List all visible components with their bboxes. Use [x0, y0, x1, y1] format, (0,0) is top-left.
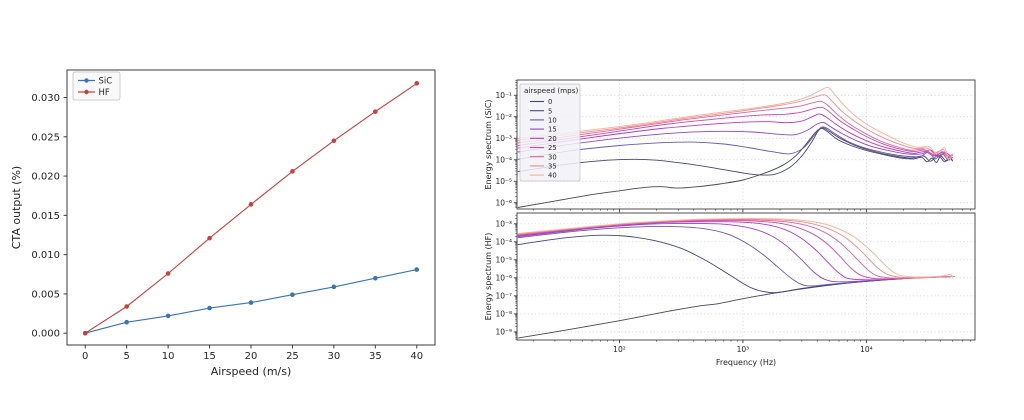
- spectrum-line-15: [517, 222, 955, 283]
- y-tick-label: 10⁻⁷: [495, 291, 512, 300]
- x-tick-label: 10: [162, 351, 175, 362]
- y-tick-label: 10⁻⁹: [495, 327, 512, 336]
- y-tick-label: 10⁻⁵: [495, 177, 512, 186]
- spectrum-line-25: [517, 220, 955, 280]
- legend-label-0: 0: [548, 98, 552, 106]
- y-tick-label: 10⁻²: [495, 112, 512, 121]
- legend-label-30: 30: [548, 153, 557, 161]
- data-point-SiC: [414, 267, 420, 272]
- data-point-SiC: [248, 300, 254, 305]
- legend-label-HF: HF: [99, 88, 110, 98]
- data-point-HF: [373, 109, 378, 114]
- data-point-SiC: [124, 319, 129, 325]
- x-tick-label: 0: [82, 351, 88, 362]
- data-point-HF: [82, 330, 88, 336]
- y-tick-label: 10⁻⁸: [495, 309, 512, 318]
- data-point-HF: [165, 271, 171, 276]
- y-tick-label: 10⁻⁴: [495, 155, 512, 164]
- y-axis-label: Energy spectrum (SiC): [484, 99, 493, 189]
- legend-box: [72, 71, 121, 101]
- cta-output-chart: 0 5 10 15 20 25 30 35 40 0.000 0.005 0.010 0.015 0.02…: [10, 69, 436, 378]
- data-point-HF: [124, 304, 129, 309]
- x-tick-label: 35: [369, 351, 382, 362]
- data-point-SiC: [165, 313, 171, 319]
- x-tick-label: 25: [286, 351, 299, 362]
- data-point-HF: [414, 81, 420, 86]
- y-tick-label: 0.005: [31, 289, 60, 300]
- legend-label-10: 10: [548, 117, 557, 125]
- y-tick-label: 10⁻⁶: [495, 273, 512, 282]
- y-tick-label: 0.015: [31, 211, 60, 222]
- legend-label-SiC: SiC: [99, 77, 113, 87]
- series-group: [517, 218, 955, 339]
- x-tick-label: 10⁴: [860, 345, 873, 354]
- legend-marker-HF: [84, 89, 89, 95]
- panel-bg: [517, 80, 975, 209]
- x-tick-label: 10³: [737, 345, 750, 354]
- y-tick-label: 10⁻⁵: [495, 255, 512, 264]
- y-tick-label: 0.000: [31, 329, 60, 340]
- y-tick-label: 10⁻³: [495, 134, 512, 143]
- y-tick-label: 0.020: [31, 172, 60, 183]
- y-tick-label: 10⁻⁴: [495, 237, 512, 246]
- spectrum-line-35: [517, 94, 954, 159]
- spectrum-line-20: [517, 113, 953, 158]
- x-tick-label: 20: [245, 351, 258, 362]
- panel-bg: [517, 213, 975, 340]
- legend-label-5: 5: [548, 107, 552, 115]
- data-point-SiC: [331, 284, 337, 290]
- y-tick-label: 0.025: [31, 132, 60, 143]
- legend-label-20: 20: [548, 135, 557, 143]
- data-point-HF: [207, 235, 212, 241]
- plot-frame: [516, 212, 976, 341]
- y-axis-label: Energy spectrum (HF): [484, 233, 493, 321]
- y-tick-label: 0.030: [31, 93, 60, 104]
- x-tick-label: 10²: [613, 345, 626, 354]
- series-group: [517, 86, 954, 208]
- legend-label-35: 35: [548, 163, 557, 171]
- data-point-SiC: [290, 292, 295, 298]
- y-axis-label: CTA output (%): [10, 166, 23, 249]
- data-point-SiC: [207, 305, 212, 311]
- legend-title: airspeed (mps): [524, 86, 578, 95]
- y-tick-label: 10⁻⁶: [495, 198, 512, 207]
- x-axis-label: Airspeed (m/s): [211, 365, 292, 378]
- legend-label-40: 40: [548, 172, 557, 180]
- y-tick-label: 0.010: [31, 250, 60, 261]
- data-point-HF: [248, 202, 254, 207]
- legend-label-15: 15: [548, 126, 557, 134]
- data-point-SiC: [373, 275, 378, 281]
- spectrum-line-40: [517, 218, 954, 279]
- x-tick-label: 15: [203, 351, 216, 362]
- data-point-HF: [290, 169, 295, 174]
- x-tick-label: 40: [410, 351, 423, 362]
- y-tick-label: 10⁻³: [495, 219, 512, 228]
- x-tick-label: 30: [328, 351, 341, 362]
- y-tick-label: 10⁻¹: [495, 91, 512, 100]
- spectrum-line-40: [517, 86, 954, 162]
- plot-frame: [66, 69, 436, 346]
- data-point-HF: [331, 138, 337, 144]
- spectrum-line-10: [517, 225, 955, 287]
- legend-marker-SiC: [84, 78, 89, 83]
- spectrum-line-20: [517, 221, 955, 281]
- spectrum-line-30: [517, 100, 953, 157]
- x-axis-label: Frequency (Hz): [716, 358, 776, 367]
- spectrum-panel-1: 10² 10³ 10⁴ 10⁻³ 10⁻⁴ 10⁻⁵ 10⁻⁶ 10⁻⁷ 10⁻⁸ 10⁻⁹Ene…: [484, 212, 976, 367]
- x-tick-label: 5: [123, 351, 129, 362]
- legend-label-25: 25: [548, 144, 557, 152]
